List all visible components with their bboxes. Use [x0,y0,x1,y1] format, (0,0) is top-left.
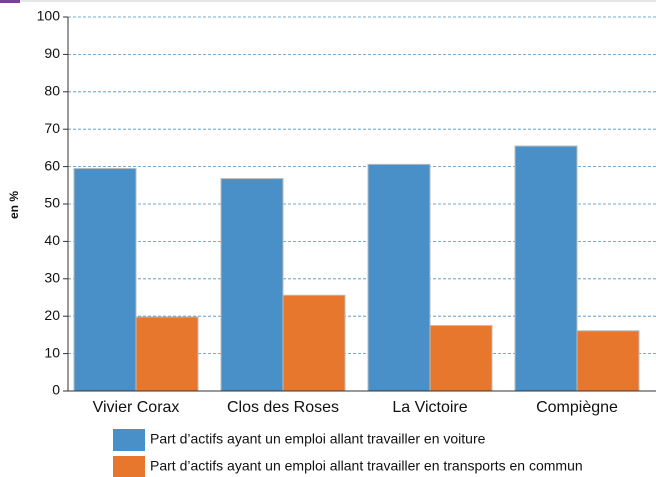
y-tick-label: 10 [44,344,60,360]
bar [73,167,137,392]
bar [282,294,346,392]
y-tick-label: 20 [44,307,60,323]
bar [429,325,493,392]
x-tick-label: Clos des Roses [227,399,339,416]
bar [135,316,199,392]
bar [514,145,578,392]
legend-swatch [113,429,145,451]
x-tick-label: Compiègne [536,399,618,416]
y-tick-label: 60 [44,157,60,173]
y-tick-label: 50 [44,195,60,211]
y-tick-label: 0 [52,382,60,398]
y-tick-label: 70 [44,120,60,136]
bar [367,163,431,392]
y-tick-label: 90 [44,45,60,61]
y-tick-label: 80 [44,83,60,99]
bar [576,330,640,392]
y-tick-label: 100 [37,8,61,24]
x-tick-label: La Victoire [392,399,467,416]
bar [220,178,284,392]
y-tick-label: 40 [44,232,60,248]
y-tick-label: 30 [44,270,60,286]
corner-accent [0,0,20,3]
y-axis-label: en % [7,191,21,219]
legend-swatch [113,456,145,477]
x-tick-label: Vivier Corax [93,399,180,416]
legend-label: Part d’actifs ayant un emploi allant tra… [150,431,486,447]
legend-label: Part d’actifs ayant un emploi allant tra… [150,458,583,474]
